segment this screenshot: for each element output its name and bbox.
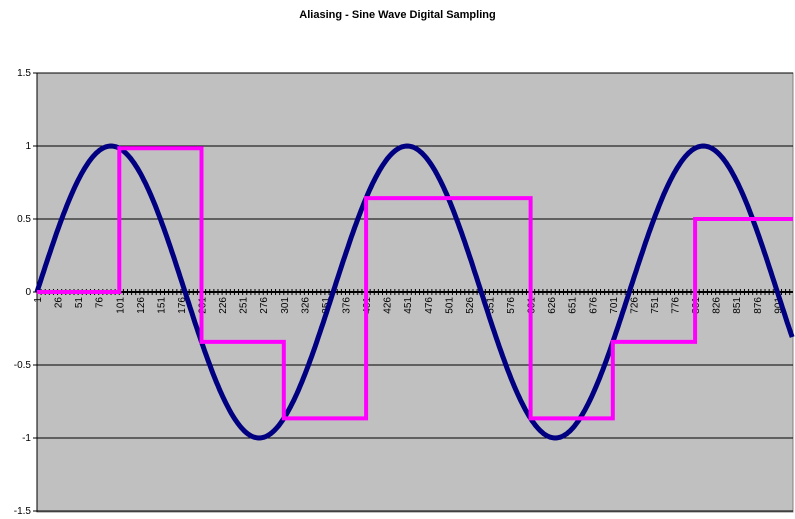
x-tick-label: 851 [732,297,743,314]
x-tick-label: 576 [506,297,517,314]
x-tick-label: 376 [341,297,352,314]
x-tick-label: 776 [671,297,682,314]
x-tick-label: 501 [444,297,455,314]
x-tick-label: 876 [753,297,764,314]
x-tick-label: 726 [629,297,640,314]
series-layer [34,143,795,441]
x-tick-label: 476 [424,297,435,314]
y-tick-label: 1.5 [17,68,31,79]
x-tick-label: 1 [33,297,44,303]
gridlines [37,72,793,512]
x-tick-label: 626 [547,297,558,314]
x-tick-label: 226 [218,297,229,314]
x-tick-label: 126 [136,297,147,314]
x-tick-label: 551 [485,297,496,314]
x-tick-label: 151 [156,297,167,314]
x-tick-label: 176 [177,297,188,314]
x-tick-label: 426 [383,297,394,314]
x-tick-label: 676 [588,297,599,314]
x-tick-label: 526 [465,297,476,314]
x-tick-label: 26 [54,297,65,309]
x-tick-label: 901 [773,297,784,314]
y-tick-label: -1.5 [14,506,32,517]
y-axis: 1.5 1 0.5 0 -0.5 -1 -1.5 [14,68,38,517]
y-tick-label: 1 [25,141,31,152]
series-sine-wave [34,143,795,441]
y-tick-label: 0.5 [17,214,31,225]
x-tick-label: 301 [280,297,291,314]
x-tick-label: 451 [403,297,414,314]
x-tick-label: 326 [300,297,311,314]
x-tick-label: 51 [74,297,85,309]
chart-title: Aliasing - Sine Wave Digital Sampling [299,9,496,21]
x-tick-label: 826 [712,297,723,314]
x-tick-label: 276 [259,297,270,314]
x-tick-label: 651 [568,297,579,314]
x-tick-label: 751 [650,297,661,314]
y-tick-label: 0 [25,287,31,298]
x-tick-label: 101 [115,297,126,314]
x-tick-label: 251 [239,297,250,314]
x-tick-label: 701 [609,297,620,314]
x-tick-label: 76 [95,297,106,309]
y-tick-label: -1 [22,433,31,444]
y-tick-label: -0.5 [14,360,32,371]
series-sampled-step [37,146,793,421]
